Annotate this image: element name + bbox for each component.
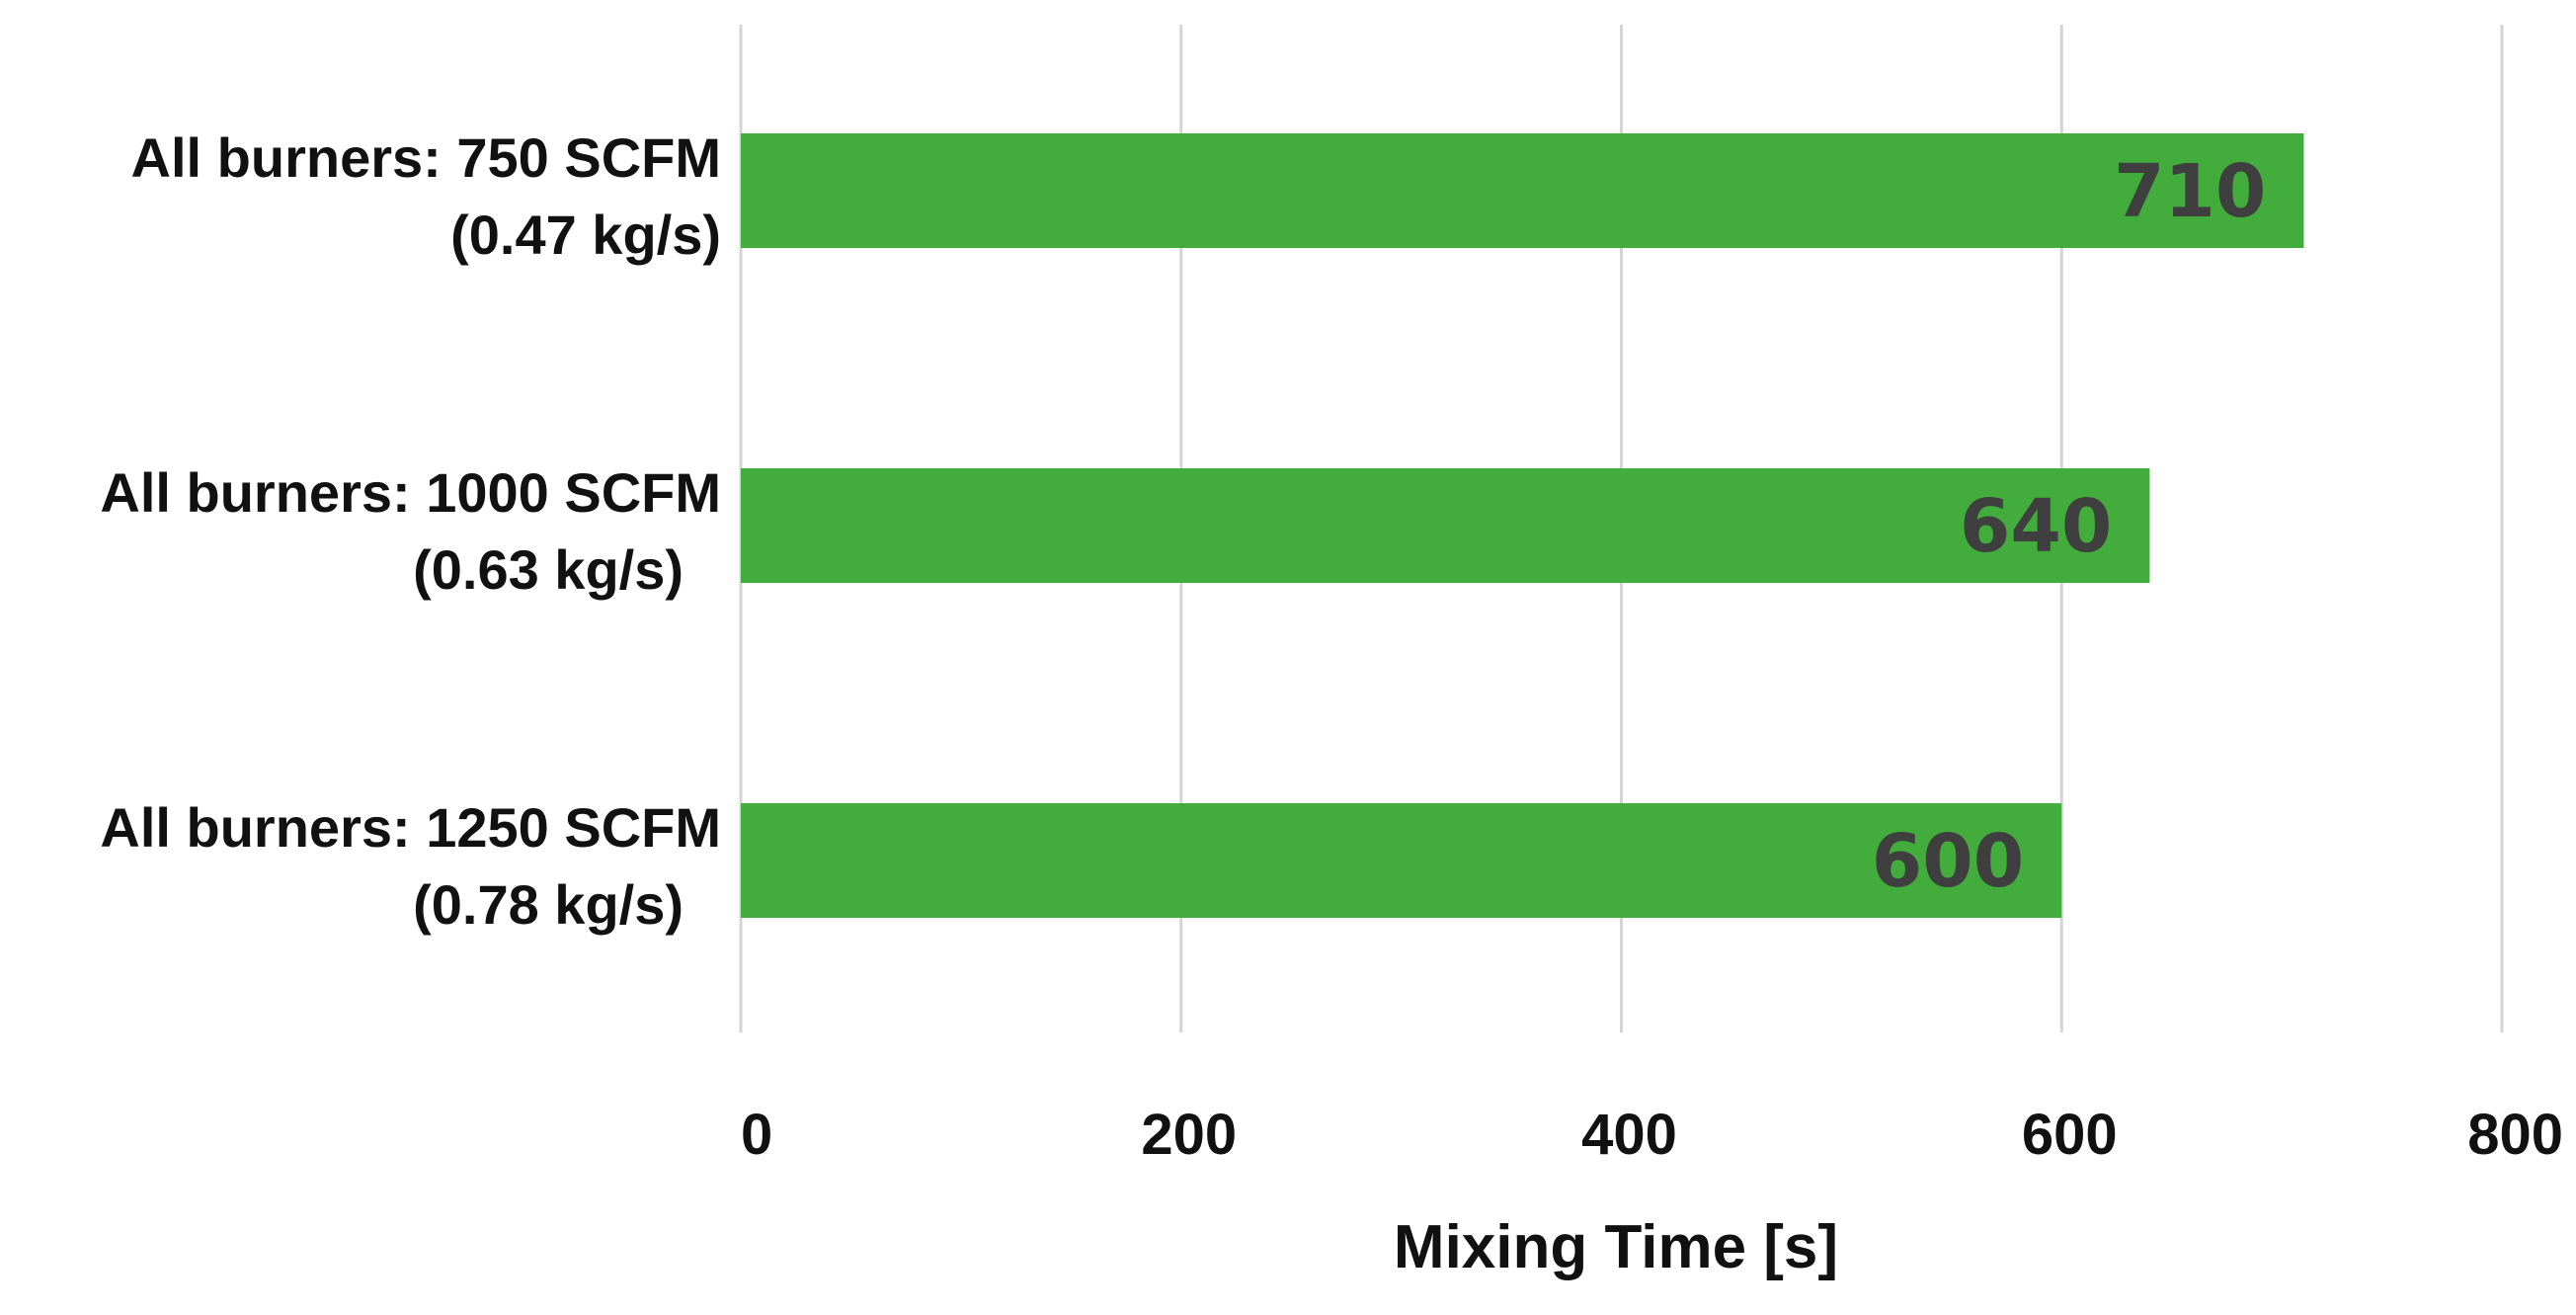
category-labels: All burners: 750 SCFM (0.47 kg/s) All burn… (100, 126, 721, 936)
data-label-0: 710 (2114, 149, 2266, 234)
category-label-1-line2: (0.63 kg/s) (413, 538, 684, 601)
bar-0 (741, 133, 2304, 248)
x-tick-label-0: 0 (741, 1103, 772, 1167)
category-label-0-line1: All burners: 750 SCFM (131, 126, 721, 189)
x-tick-label-200: 200 (1141, 1103, 1237, 1167)
data-label-1: 640 (1960, 484, 2112, 569)
x-tick-label-800: 800 (2467, 1103, 2563, 1167)
x-tick-label-400: 400 (1581, 1103, 1677, 1167)
category-label-0-line2: (0.47 kg/s) (450, 204, 721, 266)
bar-1 (741, 468, 2150, 583)
x-axis-title: Mixing Time [s] (1394, 1213, 1838, 1281)
category-label-2-line1: All burners: 1250 SCFM (100, 796, 721, 859)
x-tick-labels: 0 200 400 600 800 (741, 1103, 2563, 1167)
x-tick-label-600: 600 (2022, 1103, 2118, 1167)
category-label-1-line1: All burners: 1000 SCFM (100, 461, 721, 524)
bar-2 (741, 803, 2062, 918)
bars: 710 640 600 (741, 133, 2304, 918)
data-label-2: 600 (1872, 819, 2024, 904)
category-label-2-line2: (0.78 kg/s) (413, 873, 684, 936)
